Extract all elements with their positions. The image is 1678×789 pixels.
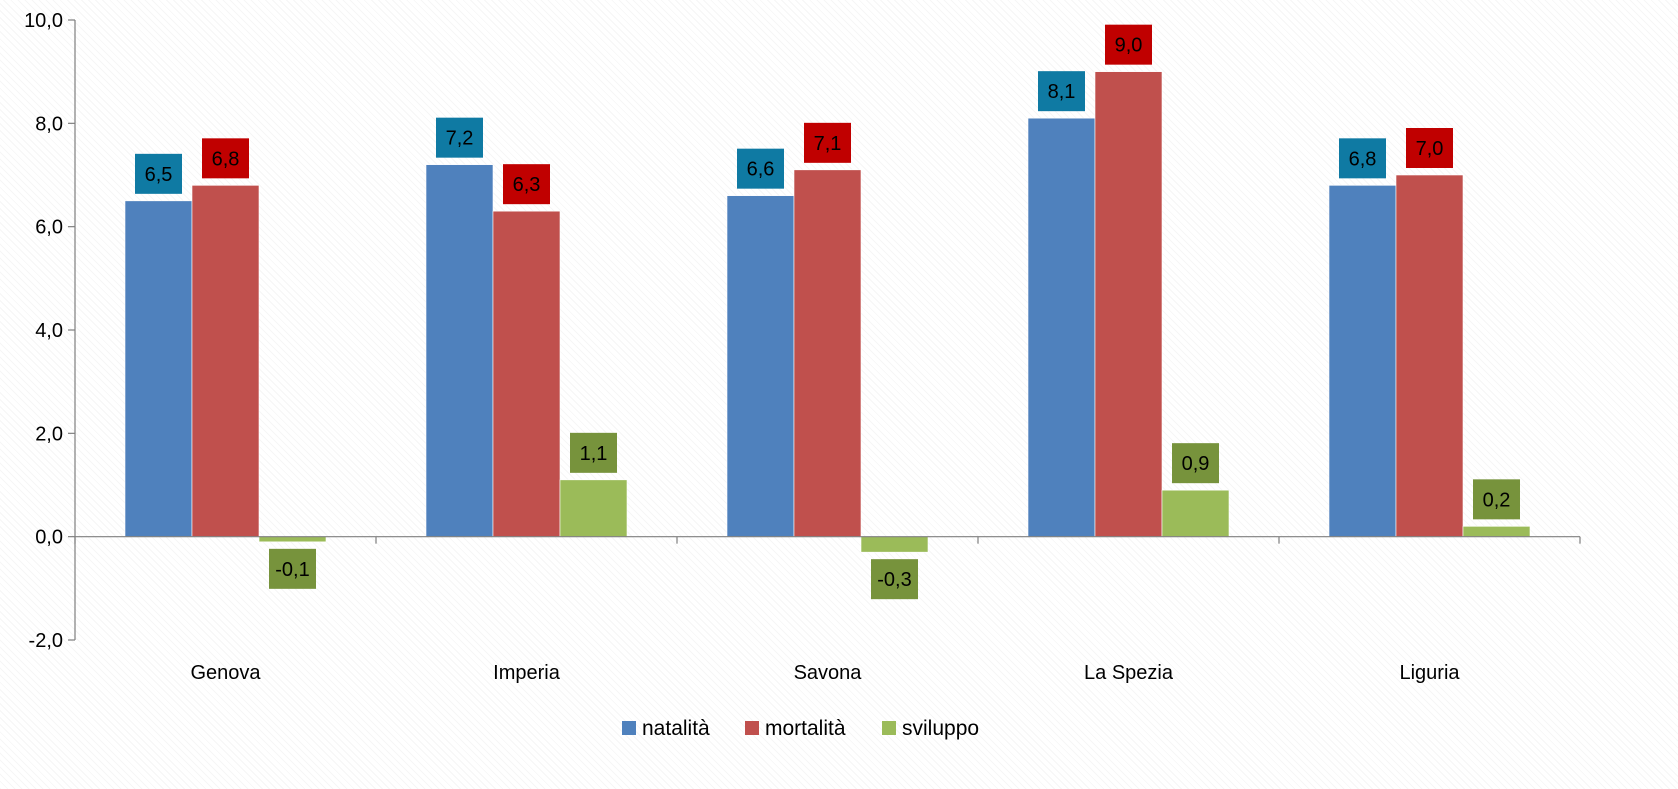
bar-sviluppo-savona <box>860 536 929 553</box>
data-label-box <box>737 148 784 189</box>
data-label-box <box>570 432 617 473</box>
category-label: Liguria <box>1399 662 1460 684</box>
data-label: 7,2 <box>446 128 474 150</box>
data-label-box <box>871 559 918 600</box>
y-tick-label: 10,0 <box>24 10 63 32</box>
data-label-box <box>269 548 316 589</box>
bar-natalità-savona <box>726 195 795 537</box>
bar-sviluppo-la-spezia <box>1161 489 1230 537</box>
bar-sviluppo-liguria <box>1462 526 1531 537</box>
bar-mortalità-savona <box>793 169 862 537</box>
data-label-box <box>1105 24 1152 65</box>
data-label-box <box>804 122 851 163</box>
data-label-box <box>503 164 550 205</box>
data-label: 9,0 <box>1115 35 1143 57</box>
category-label: La Spezia <box>1084 662 1174 684</box>
data-label: 7,0 <box>1416 138 1444 160</box>
data-label-box <box>436 117 483 158</box>
data-label: -0,3 <box>877 569 911 591</box>
bar-sviluppo-imperia <box>559 479 628 537</box>
category-label: Savona <box>794 662 863 684</box>
bar-natalità-genova <box>124 200 193 537</box>
data-label-box <box>1038 71 1085 112</box>
data-label-box <box>1339 138 1386 179</box>
data-label: -0,1 <box>275 559 309 581</box>
data-label: 6,8 <box>212 148 240 170</box>
legend-label-natalità: natalità <box>642 717 710 740</box>
data-label: 1,1 <box>580 443 608 465</box>
data-label-box <box>135 153 182 194</box>
data-label: 0,9 <box>1182 453 1210 475</box>
data-label: 0,2 <box>1483 489 1511 511</box>
bar-natalità-liguria <box>1328 185 1397 537</box>
bar-sviluppo-genova <box>258 536 327 543</box>
data-label: 6,6 <box>747 159 775 181</box>
data-label-box <box>1473 479 1520 520</box>
category-label: Genova <box>190 662 261 684</box>
category-label: Imperia <box>493 662 561 684</box>
bar-natalità-imperia <box>425 164 494 537</box>
data-labels: 6,5 7,2 6,6 8,1 6,8 6,8 6,3 7,1 9,0 7,0 -0,1 1,1 -0,… <box>135 24 1520 600</box>
y-axis: -2,0 0,0 2,0 4,0 6,0 8,0 10,0 <box>24 10 76 652</box>
legend-label-mortalità: mortalità <box>765 717 846 740</box>
bar-mortalità-liguria <box>1395 174 1464 537</box>
data-label: 8,1 <box>1048 81 1076 103</box>
bar-mortalità-genova <box>191 185 260 537</box>
y-tick-label: 0,0 <box>35 527 63 549</box>
data-label: 6,8 <box>1349 148 1377 170</box>
legend-swatch-natalità <box>622 721 636 735</box>
data-label: 6,3 <box>513 174 541 196</box>
y-tick-label: 2,0 <box>35 423 63 445</box>
category-labels: Genova Imperia Savona La Spezia Liguria <box>190 662 1460 684</box>
y-tick-label: 8,0 <box>35 113 63 135</box>
bar-mortalità-imperia <box>492 210 561 537</box>
data-label-box <box>1172 443 1219 484</box>
legend-label-sviluppo: sviluppo <box>902 717 979 740</box>
data-label-box <box>202 138 249 179</box>
data-label: 7,1 <box>814 133 842 155</box>
legend-swatch-sviluppo <box>882 721 896 735</box>
legend-swatch-mortalità <box>745 721 759 735</box>
data-label: 6,5 <box>145 164 173 186</box>
x-axis <box>74 536 1581 544</box>
y-tick-label: 6,0 <box>35 217 63 239</box>
data-label-box <box>1406 128 1453 168</box>
legend: natalità mortalità sviluppo <box>622 717 979 740</box>
y-tick-label: -2,0 <box>29 630 63 652</box>
bars <box>124 71 1531 553</box>
bar-mortalità-la-spezia <box>1094 71 1163 537</box>
bar-natalità-la-spezia <box>1027 117 1096 537</box>
y-tick-label: 4,0 <box>35 320 63 342</box>
